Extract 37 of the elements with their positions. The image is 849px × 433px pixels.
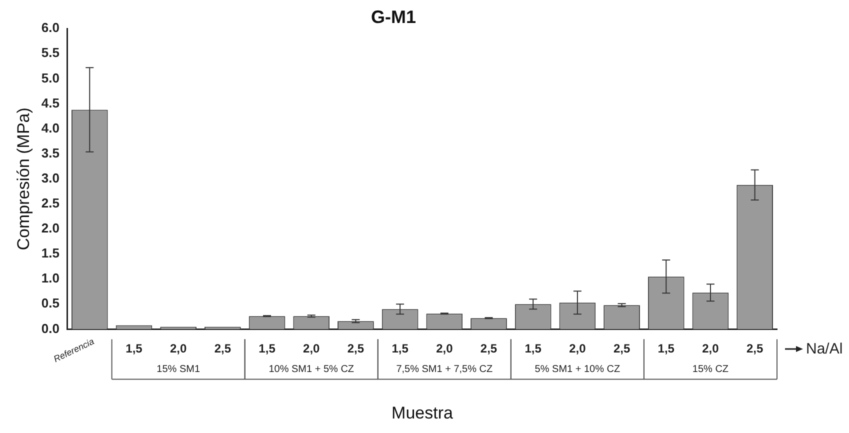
x-tick-label: 2,0: [702, 342, 720, 356]
text: 5% SM1 + 10% CZ: [534, 364, 620, 375]
x-tick-label: 1,5: [392, 342, 409, 356]
x-tick-label: 1,5: [126, 342, 143, 356]
y-tick-label: 2.5: [41, 196, 60, 211]
x-tick-label: 2,0: [569, 342, 586, 356]
x-tick-label: 2,5: [480, 342, 498, 356]
x-tick-label: 1,5: [658, 342, 675, 356]
y-tick-label: 0.5: [41, 296, 60, 311]
x-tick-label: 2,5: [347, 342, 364, 356]
x-tick-label: 2,5: [613, 342, 630, 356]
x-tick-label: 2,0: [436, 342, 454, 356]
y-tick-label: 4.0: [41, 120, 60, 136]
y-tick-label: 1.0: [41, 270, 60, 286]
text: Na/Al: [806, 340, 843, 358]
x-tick-label: 1,5: [258, 342, 276, 356]
y-axis-title: Compresión (MPa): [14, 108, 33, 250]
y-tick-label: 4.5: [41, 95, 60, 110]
y-tick-label: 3.5: [41, 145, 60, 160]
y-tick-label: 2.0: [41, 220, 60, 236]
text: 7,5% SM1 + 7,5% CZ: [396, 364, 493, 375]
x-tick-label: 2,0: [170, 342, 187, 356]
x-tick-label: 2,5: [746, 342, 764, 356]
x-tick-label: 1,5: [524, 342, 542, 356]
y-tick-label: 5.5: [41, 45, 60, 60]
y-tick-label: 6.0: [41, 20, 60, 36]
y-tick-label: 3.0: [41, 170, 60, 186]
text: 15% CZ: [692, 364, 729, 375]
y-tick-label: 1.5: [41, 246, 60, 261]
y-tick-label: 0.0: [41, 320, 60, 336]
chart-title: G-M1: [371, 6, 416, 27]
y-tick-label: 5.0: [41, 70, 60, 86]
text: 10% SM1 + 5% CZ: [268, 364, 354, 375]
x-tick-label: 2,5: [214, 342, 232, 356]
text: 15% SM1: [156, 364, 200, 375]
x-axis-title: Muestra: [392, 403, 454, 422]
x-tick-label: 2,0: [303, 342, 320, 356]
